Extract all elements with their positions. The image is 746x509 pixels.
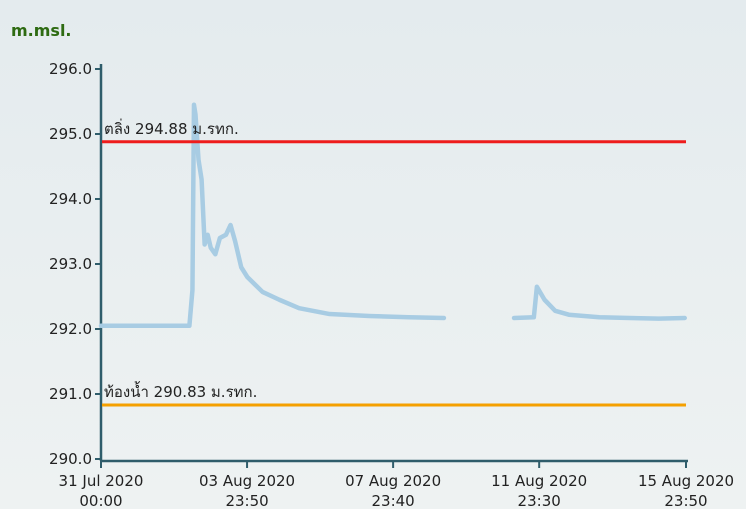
x-tick-label: 23:30 [518, 492, 561, 509]
reference-label: ท้องน้ำ 290.83 ม.รทก. [104, 381, 257, 401]
y-tick-label: 291.0 [49, 385, 92, 403]
y-tick-label: 294.0 [49, 190, 92, 208]
y-tick-label: 295.0 [49, 125, 92, 143]
x-tick-label: 15 Aug 2020 [638, 472, 734, 490]
x-tick-label: 23:50 [664, 492, 707, 509]
x-tick-label: 31 Jul 2020 [59, 472, 144, 490]
y-axis-unit: m.msl. [11, 21, 72, 40]
x-tick-label: 00:00 [79, 492, 122, 509]
reference-label: ตลิ่ง 294.88 ม.รทก. [104, 118, 239, 138]
x-tick-label: 23:40 [372, 492, 415, 509]
y-tick-label: 290.0 [49, 450, 92, 468]
y-tick-label: 292.0 [49, 320, 92, 338]
x-tick-label: 23:50 [225, 492, 268, 509]
y-tick-label: 293.0 [49, 255, 92, 273]
y-tick-label: 296.0 [49, 60, 92, 78]
x-tick-label: 03 Aug 2020 [199, 472, 295, 490]
x-tick-label: 07 Aug 2020 [345, 472, 441, 490]
data-line [98, 102, 447, 328]
data-line [511, 284, 687, 321]
x-tick-label: 11 Aug 2020 [491, 472, 587, 490]
